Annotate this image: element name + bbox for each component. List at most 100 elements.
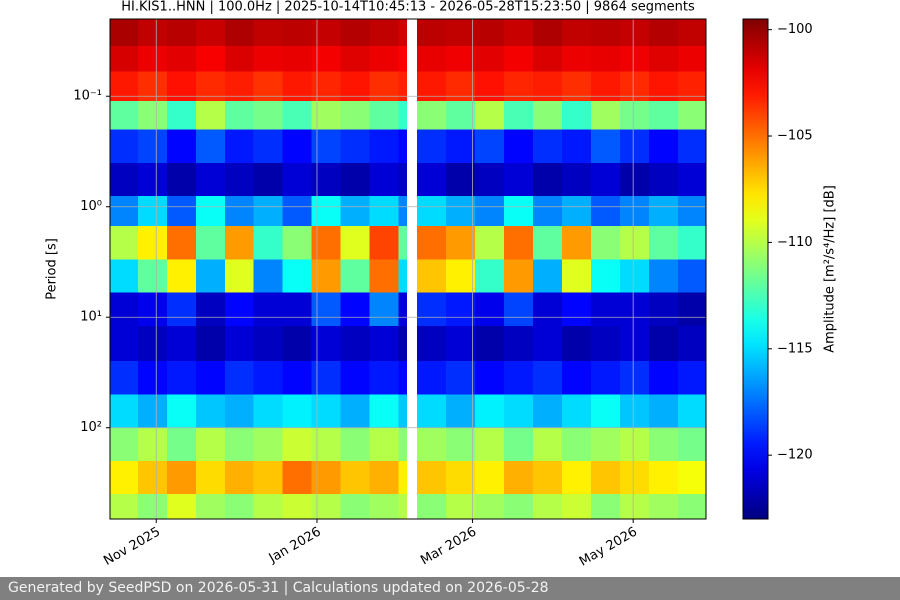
heatmap-cell [398, 259, 407, 294]
heatmap-cell [369, 196, 400, 227]
heatmap-cell [340, 259, 371, 294]
heatmap-cell [619, 259, 650, 294]
heatmap-cell [224, 71, 255, 102]
heatmap-cell [446, 427, 476, 462]
heatmap-cell [677, 427, 707, 462]
heatmap-cell [110, 100, 139, 130]
heatmap-cell [282, 196, 313, 227]
heatmap-cell [311, 196, 342, 227]
heatmap-cell [591, 71, 621, 102]
heatmap-cell [562, 394, 592, 429]
heatmap-cell [475, 494, 505, 520]
heatmap-cell [311, 19, 342, 47]
heatmap-cell [562, 71, 592, 102]
heatmap-cell [137, 325, 168, 362]
heatmap-cell [504, 292, 534, 327]
heatmap-cell [562, 259, 592, 294]
heatmap-cell [677, 259, 707, 294]
heatmap-cell [224, 129, 255, 164]
heatmap-cell [398, 19, 407, 47]
heatmap-cell [282, 460, 313, 495]
heatmap-cell [677, 325, 707, 362]
heatmap-cell [562, 427, 592, 462]
heatmap-cell [446, 19, 476, 47]
heatmap-cell [562, 292, 592, 327]
heatmap-cell [340, 19, 371, 47]
heatmap-cell [282, 494, 313, 520]
colorbar [742, 18, 769, 520]
heatmap-cell [619, 325, 650, 362]
heatmap-cell [533, 394, 563, 429]
heatmap-cell [110, 361, 139, 395]
heatmap-cell [340, 226, 371, 260]
heatmap-cell [504, 226, 534, 260]
heatmap-cell [311, 45, 342, 73]
heatmap-cell [504, 361, 534, 395]
heatmap-cell [195, 100, 226, 130]
heatmap-cell [311, 394, 342, 429]
heatmap-cell [110, 427, 139, 462]
colorbar-tick-label: −105 [777, 129, 813, 144]
heatmap-cell [504, 71, 534, 102]
heatmap-cell [533, 427, 563, 462]
heatmap-cell [504, 196, 534, 227]
colorbar-tick-label: −115 [777, 341, 813, 356]
heatmap-cell [311, 427, 342, 462]
heatmap-cell [562, 129, 592, 164]
heatmap-cell [369, 394, 400, 429]
heatmap-cell [398, 129, 407, 164]
heatmap-cell [224, 259, 255, 294]
heatmap-cell [253, 129, 284, 164]
heatmap-cell [110, 19, 139, 47]
heatmap-cell [398, 325, 407, 362]
heatmap-cell [591, 494, 621, 520]
heatmap-cell [224, 100, 255, 130]
heatmap-cell [619, 226, 650, 260]
heatmap-cell [504, 394, 534, 429]
heatmap-cell [166, 19, 197, 47]
heatmap-cell [475, 427, 505, 462]
heatmap-cell [137, 129, 168, 164]
heatmap-cell [591, 259, 621, 294]
heatmap-cell [446, 460, 476, 495]
heatmap-cell [475, 162, 505, 197]
heatmap-cell [591, 226, 621, 260]
heatmap-cell [648, 226, 679, 260]
heatmap-cell [398, 100, 407, 130]
heatmap-cell [137, 45, 168, 73]
heatmap-cell [311, 71, 342, 102]
heatmap-cell [504, 100, 534, 130]
heatmap-cell [677, 162, 707, 197]
heatmap-cell [340, 427, 371, 462]
heatmap-cell [137, 361, 168, 395]
chart: HI.KIS1..HNN | 100.0Hz | 2025-10-14T10:4… [45, 0, 838, 570]
plot-frame [109, 18, 707, 520]
heatmap-cell [195, 129, 226, 164]
heatmap-cell [619, 394, 650, 429]
heatmap-cell [677, 129, 707, 164]
y-axis-label: Period [s] [45, 238, 60, 300]
heatmap-cell [504, 325, 534, 362]
heatmap-cell [253, 259, 284, 294]
heatmap-cell [340, 129, 371, 164]
heatmap-cell [137, 19, 168, 47]
heatmap-cell [417, 427, 447, 462]
heatmap-cell [677, 361, 707, 395]
heatmap-cell [562, 196, 592, 227]
heatmap-cell [224, 494, 255, 520]
heatmap-cell [398, 427, 407, 462]
heatmap-cell [369, 292, 400, 327]
heatmap-cell [648, 460, 679, 495]
heatmap-cell [282, 226, 313, 260]
y-tick-label: 10¹ [80, 310, 102, 325]
heatmap-cell [533, 361, 563, 395]
heatmap-cell [340, 45, 371, 73]
heatmap-cell [340, 196, 371, 227]
heatmap-cell [253, 292, 284, 327]
heatmap-cell [369, 325, 400, 362]
heatmap-cell [311, 129, 342, 164]
heatmap-cell [110, 196, 139, 227]
heatmap-cell [311, 226, 342, 260]
heatmap-cell [562, 460, 592, 495]
heatmap-cell [311, 259, 342, 294]
